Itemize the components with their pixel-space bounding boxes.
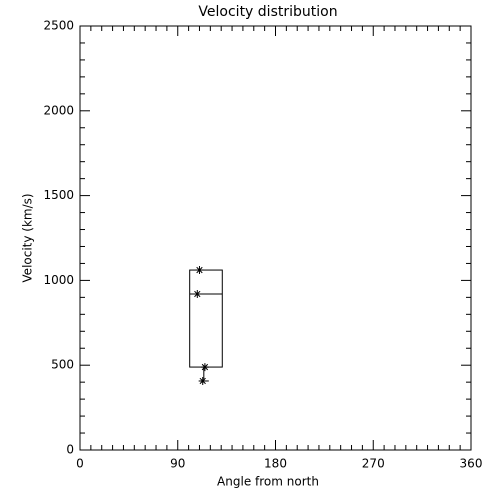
chart-title: Velocity distribution <box>198 4 337 20</box>
x-tick-label: 360 <box>460 457 483 471</box>
y-axis-label: Velocity (km/s) <box>21 193 35 282</box>
box-body <box>189 269 223 368</box>
x-tick-label: 180 <box>264 457 287 471</box>
y-tick-label: 1500 <box>43 188 74 202</box>
data-point <box>200 363 209 372</box>
y-tick-label: 1000 <box>43 273 74 287</box>
plot-frame <box>79 25 472 451</box>
data-point <box>195 266 204 275</box>
x-axis-label: Angle from north <box>217 475 319 489</box>
y-tick-label: 500 <box>51 358 74 372</box>
x-tick-label: 270 <box>362 457 385 471</box>
y-tick-label: 0 <box>66 443 74 457</box>
y-tick-label: 2500 <box>43 19 74 33</box>
data-point <box>193 289 202 298</box>
x-tick-label: 90 <box>170 457 185 471</box>
x-tick-label: 0 <box>76 457 84 471</box>
y-tick-label: 2000 <box>43 103 74 117</box>
data-point <box>198 376 207 385</box>
